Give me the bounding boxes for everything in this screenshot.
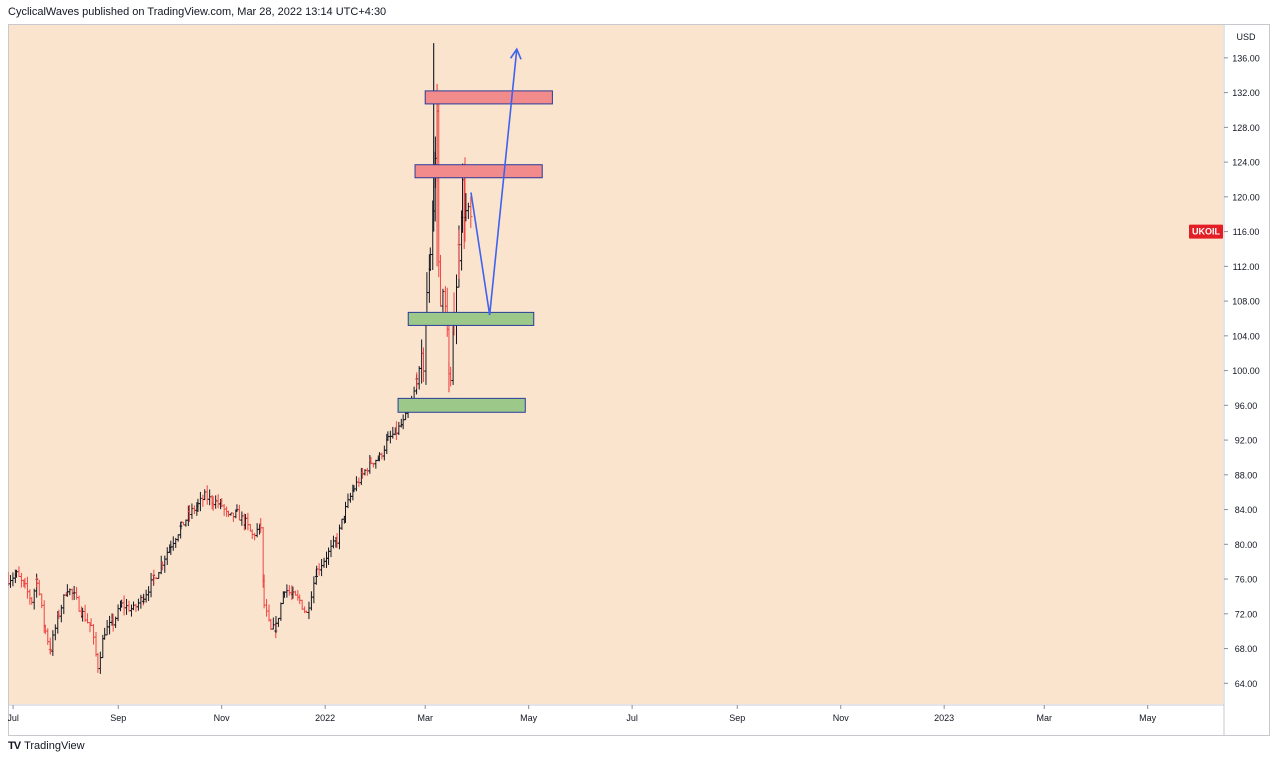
time-tick-label: 2023 <box>934 713 954 723</box>
price-tick-label: 80.00 <box>1235 540 1258 550</box>
time-tick-label: Jul <box>8 713 19 723</box>
symbol-badge: UKOIL <box>1189 224 1223 239</box>
price-zones <box>397 90 553 413</box>
support-zone[interactable] <box>397 397 526 413</box>
price-tick-label: 128.00 <box>1232 123 1260 133</box>
time-axis[interactable]: Jul Sep Nov 2022 Mar May Jul Sep Nov 2023 Mar May <box>8 705 1157 723</box>
time-tick-label: Nov <box>833 713 850 723</box>
price-tick-label: 116.00 <box>1233 227 1260 237</box>
currency-label: USD <box>1236 32 1256 42</box>
time-tick-label: 2022 <box>315 713 335 723</box>
price-tick-label: 108.00 <box>1232 297 1260 307</box>
price-tick-label: 100.00 <box>1232 366 1260 376</box>
time-tick-label: Sep <box>729 713 745 723</box>
time-tick-label: Sep <box>110 713 126 723</box>
ohlc-bar <box>469 196 473 228</box>
price-tick-label: 64.00 <box>1235 679 1258 689</box>
price-axis[interactable]: 136.00 132.00 128.00 124.00 120.00 116.00 112.… <box>1224 53 1260 689</box>
time-tick-label: May <box>1139 713 1157 723</box>
time-tick-label: May <box>520 713 538 723</box>
resistance-zone[interactable] <box>424 90 553 105</box>
ohlc-bars <box>8 43 473 674</box>
price-tick-label: 132.00 <box>1232 88 1260 98</box>
plot-area[interactable] <box>9 25 1223 704</box>
price-tick-label: 92.00 <box>1235 436 1258 446</box>
price-tick-label: 76.00 <box>1235 575 1258 585</box>
symbol-badge-label: UKOIL <box>1192 227 1221 237</box>
time-tick-label: Mar <box>1036 713 1052 723</box>
price-tick-label: 72.00 <box>1235 609 1258 619</box>
price-tick-label: 124.00 <box>1232 158 1260 168</box>
price-tick-label: 112.00 <box>1233 262 1260 272</box>
projection-line[interactable] <box>470 49 518 316</box>
price-tick-label: 120.00 <box>1232 192 1260 202</box>
time-tick-label: Mar <box>417 713 433 723</box>
projection-arrowhead <box>509 47 522 60</box>
currency-label-group: USD <box>1236 32 1256 42</box>
price-chart[interactable]: 136.00 132.00 128.00 124.00 120.00 116.00 112.… <box>8 24 1270 736</box>
publisher-attribution: CyclicalWaves published on TradingView.c… <box>8 6 387 18</box>
time-tick-label: Nov <box>214 713 231 723</box>
tradingview-brand[interactable]: TradingView <box>24 740 85 752</box>
price-tick-label: 104.00 <box>1232 331 1260 341</box>
footer: TV TradingView <box>8 740 85 752</box>
resistance-zone[interactable] <box>414 164 543 179</box>
symbol-badge-bg <box>1189 224 1223 239</box>
price-tick-label: 96.00 <box>1235 401 1258 411</box>
price-tick-label: 88.00 <box>1235 470 1258 480</box>
tradingview-logo-icon[interactable]: TV <box>8 740 21 752</box>
support-zone[interactable] <box>407 311 535 326</box>
price-tick-label: 68.00 <box>1235 644 1258 654</box>
price-tick-label: 136.00 <box>1232 53 1260 63</box>
price-tick-label: 84.00 <box>1235 505 1258 515</box>
time-tick-label: Jul <box>626 713 638 723</box>
projection-path <box>470 47 522 316</box>
